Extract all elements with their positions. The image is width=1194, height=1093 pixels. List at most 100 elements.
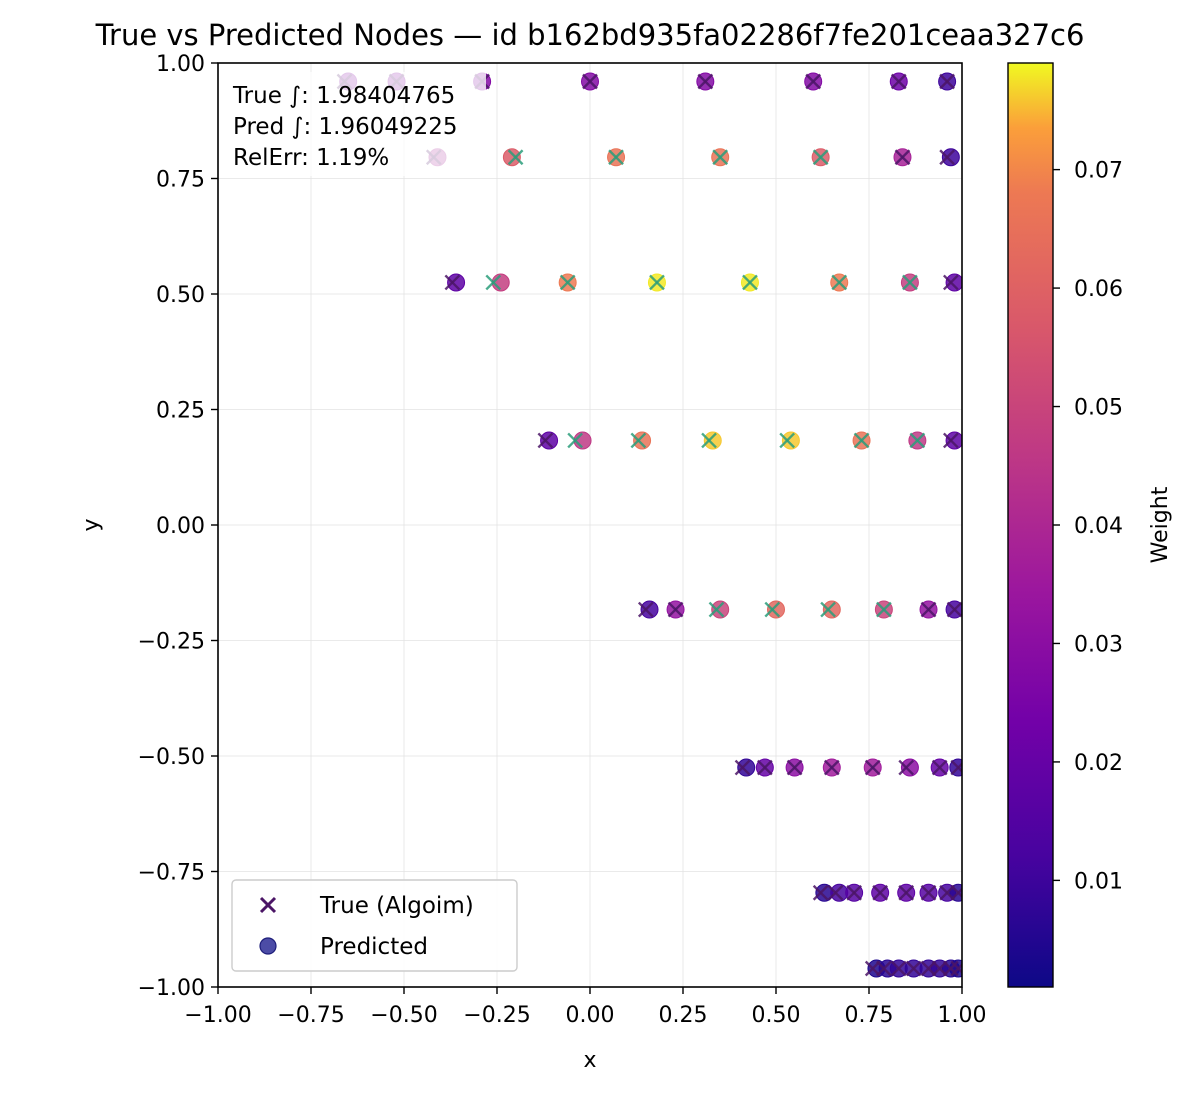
true-point-stroke xyxy=(779,432,796,449)
true-point-stroke xyxy=(939,149,955,166)
predicted-point xyxy=(633,431,652,450)
true-point-stroke xyxy=(827,884,844,901)
legend-predicted-marker xyxy=(259,937,277,955)
annotation-true-integral: True ∫: 1.98404765 xyxy=(232,83,455,109)
true-point xyxy=(831,274,848,291)
true-point xyxy=(931,960,948,977)
predicted-point xyxy=(737,758,756,777)
true-point-stroke xyxy=(942,432,959,449)
true-point xyxy=(786,759,803,776)
x-tick-label: −0.50 xyxy=(370,1003,437,1028)
true-point xyxy=(939,73,955,90)
x-tick-label: 0.50 xyxy=(752,1003,801,1028)
x-tick-label: 1.00 xyxy=(938,1003,987,1028)
true-point-stroke xyxy=(701,432,717,449)
true-point xyxy=(827,884,844,901)
true-point-stroke xyxy=(637,601,654,618)
chart-title: True vs Predicted Nodes — id b162bd935fa… xyxy=(95,18,1085,52)
true-point-stroke xyxy=(894,149,911,166)
true-point xyxy=(898,884,915,901)
predicted-point xyxy=(447,273,466,292)
predicted-point xyxy=(767,600,785,619)
colorbar-tick-label: 0.07 xyxy=(1074,159,1123,184)
true-point xyxy=(950,960,962,977)
colorbar: 0.01 0.02 0.03 0.04 0.05 0.06 0.07 Weight xyxy=(1007,62,1173,988)
predicted-point xyxy=(945,273,962,292)
true-point-stroke xyxy=(890,73,907,90)
predicted-point xyxy=(540,431,559,450)
true-point-stroke xyxy=(846,884,862,901)
true-point-stroke xyxy=(742,274,758,291)
true-point xyxy=(812,149,829,166)
true-point xyxy=(909,432,926,449)
true-point-stroke xyxy=(812,884,829,901)
scatter-points xyxy=(336,72,962,978)
y-tick-label: −0.50 xyxy=(138,745,205,770)
colorbar-ticks: 0.01 0.02 0.03 0.04 0.05 0.06 0.07 xyxy=(1053,159,1123,894)
y-tick-label: 0.50 xyxy=(156,283,205,308)
true-point-stroke xyxy=(485,274,502,291)
y-tick-label: −1.00 xyxy=(138,976,205,1001)
true-point-stroke xyxy=(946,601,962,618)
predicted-point xyxy=(640,600,659,619)
true-point xyxy=(567,432,583,449)
y-tick-label: 0.25 xyxy=(156,399,205,424)
true-point-stroke xyxy=(942,274,959,291)
true-point xyxy=(939,884,955,901)
legend-true-label: True (Algoim) xyxy=(319,893,474,919)
true-point xyxy=(779,432,796,449)
true-point-stroke xyxy=(582,73,598,90)
true-point xyxy=(942,274,959,291)
true-point-stroke xyxy=(853,432,870,449)
true-point xyxy=(853,432,870,449)
true-point xyxy=(950,759,962,776)
true-point-stroke xyxy=(537,432,554,449)
true-point xyxy=(931,759,948,776)
y-tick-label: 1.00 xyxy=(156,52,205,77)
true-point xyxy=(942,432,959,449)
true-point xyxy=(920,960,937,977)
true-point xyxy=(507,149,524,166)
x-tick-label: −0.75 xyxy=(277,1003,344,1028)
true-point xyxy=(764,601,781,618)
true-point xyxy=(559,274,576,291)
true-point xyxy=(890,73,907,90)
predicted-point xyxy=(711,600,730,619)
true-point xyxy=(876,960,892,977)
annotation-background xyxy=(224,72,486,176)
true-point-stroke xyxy=(905,960,922,977)
true-point-stroke xyxy=(567,432,583,449)
true-point xyxy=(920,884,937,901)
true-point xyxy=(823,759,840,776)
x-tick-label: 0.75 xyxy=(845,1003,894,1028)
true-point xyxy=(637,601,654,618)
true-point xyxy=(920,601,937,618)
predicted-point xyxy=(781,431,800,450)
true-point-stroke xyxy=(823,759,840,776)
x-axis-ticks: −1.00 −0.75 −0.50 −0.25 0.00 0.25 0.50 0.75 1.00 xyxy=(184,987,986,1028)
true-point-stroke xyxy=(939,73,955,90)
colorbar-tick-label: 0.05 xyxy=(1074,396,1123,421)
true-point-stroke xyxy=(734,759,751,776)
true-point xyxy=(902,274,918,291)
colorbar-tick-label: 0.06 xyxy=(1074,277,1123,302)
true-point-stroke xyxy=(950,887,962,901)
colorbar-tick-label: 0.03 xyxy=(1074,632,1123,657)
true-point-stroke xyxy=(939,884,955,901)
predicted-point xyxy=(502,148,521,167)
predicted-point xyxy=(900,758,919,777)
predicted-point xyxy=(703,431,722,450)
true-point-stroke xyxy=(872,884,889,901)
true-point-stroke xyxy=(708,601,725,618)
true-point-stroke xyxy=(909,432,926,449)
true-point-stroke xyxy=(931,960,948,977)
true-point xyxy=(905,960,922,977)
y-axis-label: y xyxy=(79,518,104,531)
true-point xyxy=(608,149,624,166)
true-point-stroke xyxy=(898,884,915,901)
true-point xyxy=(697,73,714,90)
true-point-stroke xyxy=(902,274,918,291)
true-point xyxy=(485,274,502,291)
true-point xyxy=(864,960,881,977)
